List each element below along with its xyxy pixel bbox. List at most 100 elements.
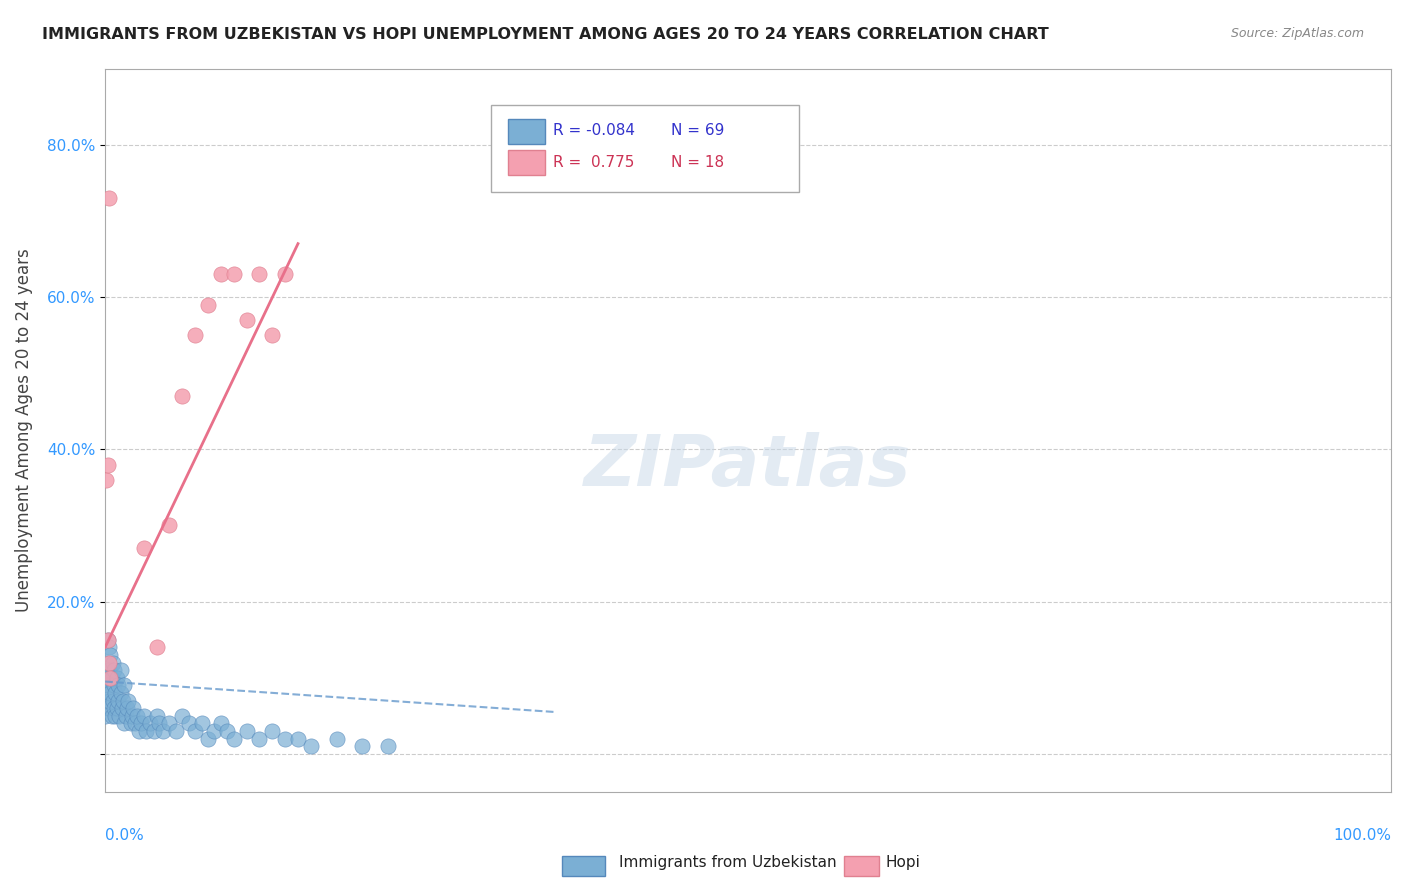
Point <box>97 632 120 647</box>
Point <box>98 640 121 655</box>
Point <box>103 701 125 715</box>
Point <box>100 671 122 685</box>
Point <box>112 693 135 707</box>
Point <box>96 656 118 670</box>
Point <box>96 473 118 487</box>
Point <box>274 267 297 281</box>
Y-axis label: Unemployment Among Ages 20 to 24 years: Unemployment Among Ages 20 to 24 years <box>15 248 32 612</box>
Point <box>222 267 245 281</box>
Point <box>262 724 284 739</box>
Point <box>120 716 142 731</box>
Point <box>190 716 212 731</box>
Point <box>172 389 194 403</box>
Point <box>262 328 284 343</box>
Point <box>287 731 309 746</box>
Point <box>103 663 125 677</box>
Point <box>157 518 180 533</box>
Point <box>97 632 120 647</box>
Point <box>100 708 122 723</box>
Point <box>122 701 145 715</box>
Text: 0.0%: 0.0% <box>105 828 143 843</box>
Point <box>209 716 232 731</box>
Point <box>114 708 136 723</box>
Point <box>127 708 149 723</box>
Text: R =  0.775: R = 0.775 <box>553 155 634 170</box>
Text: Immigrants from Uzbekistan: Immigrants from Uzbekistan <box>619 855 837 870</box>
Point <box>103 678 125 692</box>
Point <box>112 678 135 692</box>
Point <box>139 716 162 731</box>
Point <box>128 724 150 739</box>
Point <box>111 701 134 715</box>
Point <box>209 267 232 281</box>
Point <box>152 724 174 739</box>
Point <box>96 671 118 685</box>
Point <box>98 656 121 670</box>
Text: N = 18: N = 18 <box>671 155 724 170</box>
Point <box>97 458 120 472</box>
Point <box>104 708 127 723</box>
Point <box>184 724 207 739</box>
Point <box>249 731 271 746</box>
Text: Hopi: Hopi <box>886 855 921 870</box>
Point <box>94 686 117 700</box>
FancyBboxPatch shape <box>508 150 546 175</box>
Point <box>98 663 121 677</box>
Point <box>249 267 271 281</box>
Point <box>124 716 146 731</box>
Point <box>165 724 187 739</box>
Point <box>105 671 128 685</box>
Point <box>107 693 129 707</box>
Point <box>235 724 257 739</box>
Text: N = 69: N = 69 <box>671 122 724 137</box>
Text: R = -0.084: R = -0.084 <box>553 122 634 137</box>
FancyBboxPatch shape <box>491 104 800 192</box>
Point <box>202 724 225 739</box>
Point <box>129 716 152 731</box>
Text: ZIPatlas: ZIPatlas <box>585 432 911 501</box>
Point <box>145 640 167 655</box>
Point <box>132 708 155 723</box>
Point <box>110 686 132 700</box>
Point <box>97 678 120 692</box>
Point <box>107 678 129 692</box>
Point <box>177 716 200 731</box>
Point <box>105 701 128 715</box>
Point <box>148 716 170 731</box>
Point <box>145 708 167 723</box>
Point <box>98 686 121 700</box>
Point <box>299 739 322 754</box>
Text: IMMIGRANTS FROM UZBEKISTAN VS HOPI UNEMPLOYMENT AMONG AGES 20 TO 24 YEARS CORREL: IMMIGRANTS FROM UZBEKISTAN VS HOPI UNEMP… <box>42 27 1049 42</box>
Point <box>197 297 219 311</box>
Point <box>132 541 155 556</box>
Point <box>108 708 131 723</box>
Point <box>115 701 138 715</box>
Point <box>325 731 347 746</box>
Point <box>98 693 121 707</box>
Text: 100.0%: 100.0% <box>1333 828 1391 843</box>
Point <box>143 724 166 739</box>
Point <box>197 731 219 746</box>
Point <box>112 716 135 731</box>
Point <box>98 671 121 685</box>
Point <box>110 663 132 677</box>
Point <box>121 708 143 723</box>
Point <box>101 656 124 670</box>
Point <box>98 648 121 662</box>
Point <box>172 708 194 723</box>
Point <box>101 693 124 707</box>
Point <box>235 313 257 327</box>
Text: Source: ZipAtlas.com: Source: ZipAtlas.com <box>1230 27 1364 40</box>
Point <box>104 686 127 700</box>
Point <box>117 693 139 707</box>
Point <box>217 724 239 739</box>
Point <box>97 701 120 715</box>
Point <box>98 191 121 205</box>
Point <box>157 716 180 731</box>
FancyBboxPatch shape <box>508 120 546 144</box>
Point <box>352 739 374 754</box>
Point <box>135 724 157 739</box>
Point <box>377 739 399 754</box>
Point <box>184 328 207 343</box>
Point <box>94 708 117 723</box>
